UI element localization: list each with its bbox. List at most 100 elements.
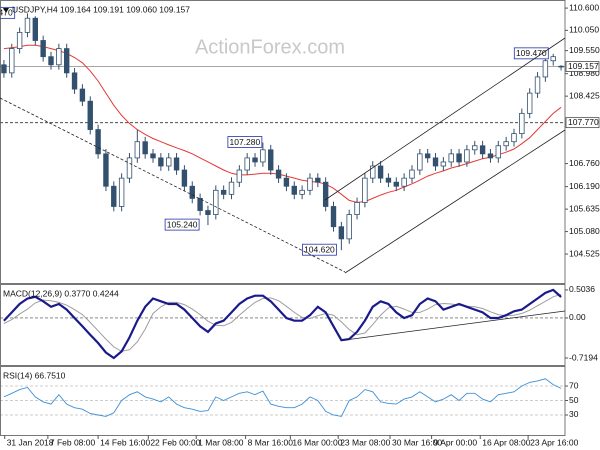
channel-lower bbox=[344, 129, 566, 274]
y-tick-label: 108.980 bbox=[569, 68, 600, 78]
candle-body bbox=[464, 149, 470, 163]
price-annotation: 109.470 bbox=[516, 48, 547, 58]
x-tick-label: 8 Mar 16:00 bbox=[248, 437, 294, 447]
y-tick-label: 110.600 bbox=[569, 2, 599, 12]
candle-body bbox=[409, 169, 415, 179]
candle-body bbox=[550, 56, 556, 62]
candle-body bbox=[417, 153, 423, 171]
y-tick-label: 105.635 bbox=[569, 203, 600, 213]
candle-body bbox=[495, 145, 501, 159]
candle-body bbox=[220, 189, 227, 195]
candle-body bbox=[126, 157, 133, 179]
level-label: 107.770 bbox=[568, 117, 599, 127]
candle-body bbox=[40, 40, 46, 58]
x-tick-label: 23 Apr 16:00 bbox=[530, 437, 578, 447]
candle-body bbox=[95, 129, 101, 155]
x-tick-label: 31 Jan 2018 bbox=[7, 437, 54, 447]
candle-body bbox=[456, 153, 462, 163]
candle-body bbox=[205, 210, 211, 215]
candle-body bbox=[385, 177, 392, 183]
candle-body bbox=[236, 169, 243, 183]
candle-body bbox=[189, 185, 195, 199]
price-annotation: 110.470 bbox=[0, 8, 13, 18]
title-marker bbox=[3, 8, 9, 13]
candle-body bbox=[299, 189, 305, 195]
candle-body bbox=[173, 157, 180, 171]
candle-body bbox=[228, 181, 235, 195]
panel-title: USDJPY,H4 109.164 109.191 109.060 109.15… bbox=[12, 4, 190, 14]
last-price-label: 109.157 bbox=[568, 61, 599, 71]
candle-body bbox=[64, 48, 70, 74]
x-tick-label: 1 Mar 08:00 bbox=[198, 437, 244, 447]
y-tick-label: 30 bbox=[569, 409, 579, 419]
price-annotation-box bbox=[164, 218, 200, 231]
x-tick-label: 7 Feb 08:00 bbox=[50, 437, 96, 447]
candle-body bbox=[503, 141, 509, 147]
candle-body bbox=[142, 141, 148, 155]
candle-body bbox=[291, 185, 297, 195]
level-label-box bbox=[565, 117, 600, 129]
candle-body bbox=[197, 197, 203, 211]
last-price-box bbox=[565, 61, 600, 72]
y-tick-label: 110.050 bbox=[569, 25, 599, 35]
y-tick-label: 104.525 bbox=[569, 248, 600, 258]
macd-trend-line bbox=[344, 310, 566, 341]
price-annotation: 105.240 bbox=[167, 219, 198, 229]
candle-body bbox=[330, 206, 337, 228]
candle-body bbox=[268, 149, 274, 171]
candle-body bbox=[111, 185, 117, 207]
candle-body bbox=[479, 145, 486, 155]
candle-body bbox=[118, 177, 125, 207]
candle-body bbox=[103, 153, 109, 187]
candle-body bbox=[16, 31, 23, 49]
x-tick-label: 14 Feb 16:00 bbox=[100, 437, 150, 447]
x-tick-label: 9 Apr 00:00 bbox=[434, 437, 478, 447]
y-tick-label: 105.080 bbox=[569, 226, 600, 236]
candle-body bbox=[401, 177, 407, 187]
panel-title: RSI(14) 66.7510 bbox=[3, 370, 66, 380]
x-tick-label: 16 Apr 08:00 bbox=[482, 437, 530, 447]
panel-frame bbox=[0, 366, 566, 436]
y-tick-label: 50 bbox=[569, 395, 579, 405]
candle-body bbox=[32, 17, 39, 41]
candle-body bbox=[71, 72, 78, 90]
candle-body bbox=[166, 157, 172, 167]
moving-average bbox=[3, 44, 562, 203]
price-annotation-box bbox=[513, 47, 549, 60]
candle-body bbox=[79, 88, 86, 102]
candle-body bbox=[440, 161, 447, 167]
candle-body bbox=[9, 48, 15, 74]
candle-body bbox=[526, 92, 533, 114]
candle-body bbox=[322, 181, 329, 207]
candle-body bbox=[362, 177, 368, 203]
candle-body bbox=[158, 157, 164, 167]
candle-body bbox=[346, 214, 352, 240]
candle-body bbox=[244, 157, 250, 171]
channel-upper bbox=[324, 37, 566, 201]
candle-body bbox=[338, 226, 345, 240]
candle-body bbox=[181, 169, 188, 187]
y-tick-label: -0.7194 bbox=[569, 352, 598, 362]
candle-body bbox=[134, 141, 141, 159]
watermark: ActionForex.com bbox=[195, 36, 345, 58]
panel-frame bbox=[0, 0, 566, 284]
x-tick-label: 23 Mar 08:00 bbox=[340, 437, 390, 447]
candle-body bbox=[48, 56, 54, 66]
candle-body bbox=[275, 169, 282, 179]
y-tick-label: 70 bbox=[569, 380, 579, 390]
candle-body bbox=[542, 60, 549, 78]
y-tick-label: 106.190 bbox=[569, 181, 600, 191]
y-tick-label: 0.5036 bbox=[569, 284, 595, 294]
candle-body bbox=[213, 189, 219, 215]
candle-body bbox=[307, 177, 313, 191]
price-annotation-box bbox=[302, 243, 337, 256]
y-tick-label: 109.550 bbox=[569, 45, 600, 55]
trend-line bbox=[0, 97, 346, 273]
macd-line bbox=[3, 288, 562, 360]
panel-title: MACD(12,26,9) 0.3770 0.4244 bbox=[3, 288, 119, 298]
candle-body bbox=[558, 65, 564, 68]
candle-body bbox=[252, 157, 258, 163]
